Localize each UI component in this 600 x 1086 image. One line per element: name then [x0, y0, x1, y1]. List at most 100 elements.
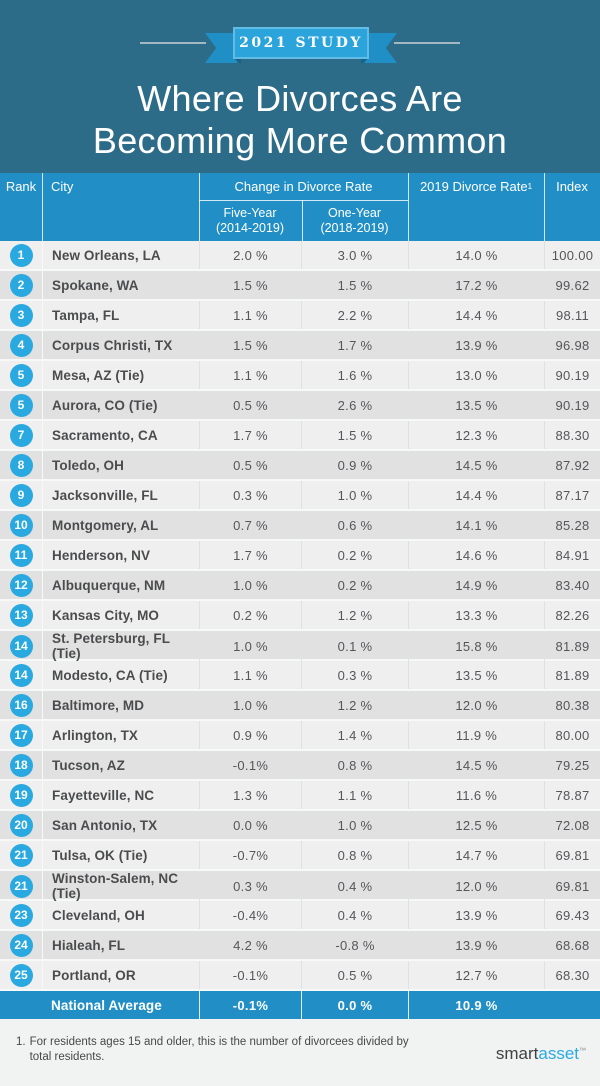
table-row: 21 Tulsa, OK (Tie) -0.7% 0.8 % 14.7 % 69…	[0, 841, 600, 871]
rate-2019-cell: 13.9 %	[408, 931, 544, 959]
five-year-cell: -0.7%	[199, 841, 301, 869]
five-year-cell: 0.5 %	[199, 451, 301, 479]
ribbon-right-fold	[361, 58, 369, 64]
rank-badge: 7	[9, 423, 33, 447]
city-cell: Kansas City, MO	[42, 601, 199, 629]
rank-cell: 14	[0, 661, 42, 689]
index-cell: 80.38	[544, 691, 600, 719]
one-year-cell: 1.6 %	[301, 361, 408, 389]
five-year-cell: 1.0 %	[199, 691, 301, 719]
city-cell: Jacksonville, FL	[42, 481, 199, 509]
city-cell: Spokane, WA	[42, 271, 199, 299]
index-cell: 84.91	[544, 541, 600, 569]
index-cell: 79.25	[544, 751, 600, 779]
city-cell: Winston-Salem, NC (Tie)	[42, 871, 199, 901]
city-cell: Mesa, AZ (Tie)	[42, 361, 199, 389]
logo-smart-text: smart	[495, 1044, 539, 1063]
index-cell: 69.43	[544, 901, 600, 929]
rank-cell: 21	[0, 871, 42, 901]
rate-2019-cell: 14.6 %	[408, 541, 544, 569]
rate-2019-cell: 12.3 %	[408, 421, 544, 449]
one-year-cell: 0.4 %	[301, 901, 408, 929]
header-one-year: One-Year (2018-2019)	[301, 200, 408, 241]
city-cell: Cleveland, OH	[42, 901, 199, 929]
city-cell: Hialeah, FL	[42, 931, 199, 959]
one-year-cell: -0.8 %	[301, 931, 408, 959]
index-cell: 78.87	[544, 781, 600, 809]
rank-cell: 5	[0, 391, 42, 419]
city-cell: Modesto, CA (Tie)	[42, 661, 199, 689]
city-cell: Baltimore, MD	[42, 691, 199, 719]
header-five-year-label: Five-Year	[223, 205, 277, 220]
table-row: 12 Albuquerque, NM 1.0 % 0.2 % 14.9 % 83…	[0, 571, 600, 601]
five-year-cell: 1.7 %	[199, 541, 301, 569]
one-year-cell: 1.0 %	[301, 811, 408, 839]
table-row: 5 Mesa, AZ (Tie) 1.1 % 1.6 % 13.0 % 90.1…	[0, 361, 600, 391]
table-row: 23 Cleveland, OH -0.4% 0.4 % 13.9 % 69.4…	[0, 901, 600, 931]
five-year-cell: 1.7 %	[199, 421, 301, 449]
rank-badge: 8	[9, 453, 33, 477]
one-year-cell: 1.5 %	[301, 421, 408, 449]
one-year-cell: 0.2 %	[301, 571, 408, 599]
header-divider	[42, 173, 43, 241]
index-cell: 69.81	[544, 871, 600, 901]
five-year-cell: -0.1%	[199, 961, 301, 989]
rate-2019-cell: 12.5 %	[408, 811, 544, 839]
header-one-year-label: One-Year	[327, 205, 382, 220]
footer: 1. For residents ages 15 and older, this…	[0, 1019, 600, 1065]
rank-badge: 10	[9, 513, 33, 537]
five-year-cell: 0.0 %	[199, 811, 301, 839]
rank-cell: 13	[0, 601, 42, 629]
ribbon-left-rule	[140, 42, 206, 44]
smartasset-logo: smartasset™	[496, 1044, 586, 1064]
rank-badge: 4	[9, 333, 33, 357]
five-year-cell: 4.2 %	[199, 931, 301, 959]
header-2019-rate-label: 2019 Divorce Rate	[419, 179, 528, 194]
rate-2019-cell: 11.6 %	[408, 781, 544, 809]
ribbon-band: 2021 STUDY	[233, 27, 369, 59]
five-year-cell: 0.9 %	[199, 721, 301, 749]
rank-cell: 12	[0, 571, 42, 599]
rank-cell: 10	[0, 511, 42, 539]
five-year-cell: 0.5 %	[199, 391, 301, 419]
table-row: 20 San Antonio, TX 0.0 % 1.0 % 12.5 % 72…	[0, 811, 600, 841]
rate-2019-cell: 12.0 %	[408, 871, 544, 901]
index-cell: 100.00	[544, 241, 600, 269]
header-city: City	[51, 179, 74, 194]
header-2019-rate: 2019 Divorce Rate 1	[419, 179, 533, 194]
city-cell: Montgomery, AL	[42, 511, 199, 539]
rank-badge: 17	[9, 723, 33, 747]
index-cell: 87.92	[544, 451, 600, 479]
rate-2019-cell: 14.9 %	[408, 571, 544, 599]
rank-badge: 12	[9, 573, 33, 597]
rank-cell: 23	[0, 901, 42, 929]
table-body: 1 New Orleans, LA 2.0 % 3.0 % 14.0 % 100…	[0, 241, 600, 991]
one-year-cell: 0.9 %	[301, 451, 408, 479]
index-cell: 90.19	[544, 361, 600, 389]
header-rank: Rank	[5, 179, 37, 194]
five-year-cell: -0.4%	[199, 901, 301, 929]
five-year-cell: 1.5 %	[199, 271, 301, 299]
rank-badge: 9	[9, 483, 33, 507]
logo-trademark: ™	[579, 1047, 586, 1055]
rank-cell: 5	[0, 361, 42, 389]
one-year-cell: 1.2 %	[301, 691, 408, 719]
index-cell: 83.40	[544, 571, 600, 599]
rate-2019-cell: 13.9 %	[408, 331, 544, 359]
city-cell: Portland, OR	[42, 961, 199, 989]
rank-badge: 14	[9, 634, 33, 658]
rank-badge: 21	[9, 874, 33, 898]
hero-header: 2021 STUDY Where Divorces Are Becoming M…	[0, 0, 600, 173]
index-cell: 80.00	[544, 721, 600, 749]
logo-asset-text: asset	[538, 1044, 579, 1063]
rank-cell: 25	[0, 961, 42, 989]
rank-badge: 2	[9, 273, 33, 297]
rate-2019-cell: 14.4 %	[408, 301, 544, 329]
index-cell: 99.62	[544, 271, 600, 299]
rank-cell: 16	[0, 691, 42, 719]
rate-2019-cell: 14.4 %	[408, 481, 544, 509]
one-year-cell: 1.2 %	[301, 601, 408, 629]
city-cell: Sacramento, CA	[42, 421, 199, 449]
table-row: 21 Winston-Salem, NC (Tie) 0.3 % 0.4 % 1…	[0, 871, 600, 901]
rank-cell: 24	[0, 931, 42, 959]
